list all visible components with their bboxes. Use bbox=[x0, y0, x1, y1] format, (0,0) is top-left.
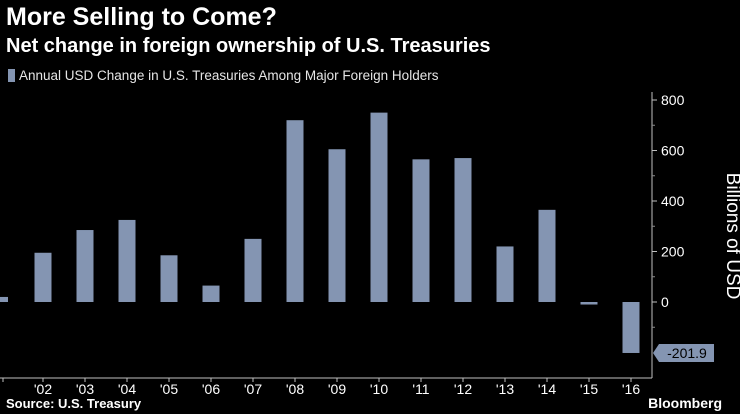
bar bbox=[286, 120, 304, 302]
x-tick-label: '16 bbox=[622, 381, 640, 397]
x-tick-label: '11 bbox=[412, 381, 429, 397]
x-tick-label: '05 bbox=[160, 381, 178, 397]
legend-swatch bbox=[8, 68, 15, 82]
y-tick-label: 400 bbox=[661, 193, 685, 209]
bar bbox=[202, 285, 220, 302]
x-tick-label: '15 bbox=[580, 381, 598, 397]
bar bbox=[454, 158, 472, 302]
x-tick-label: '13 bbox=[496, 381, 514, 397]
bar bbox=[622, 302, 640, 353]
bar bbox=[496, 246, 514, 302]
bar bbox=[160, 255, 178, 302]
x-tick-label: '04 bbox=[118, 381, 136, 397]
x-tick-label: '06 bbox=[202, 381, 220, 397]
x-tick-label: '02 bbox=[34, 381, 52, 397]
bar bbox=[76, 230, 94, 302]
bar bbox=[370, 112, 388, 302]
legend: Annual USD Change in U.S. Treasuries Amo… bbox=[8, 65, 438, 85]
x-tick-label: '12 bbox=[454, 381, 472, 397]
value-callout-box bbox=[653, 343, 714, 362]
x-tick-label: '14 bbox=[538, 381, 556, 397]
y-axis-label: Billions of USD bbox=[722, 173, 740, 300]
chart-title: More Selling to Come? bbox=[6, 3, 277, 31]
x-tick-label: '03 bbox=[76, 381, 94, 397]
legend-label: Annual USD Change in U.S. Treasuries Amo… bbox=[19, 67, 439, 83]
bar bbox=[0, 296, 8, 302]
y-tick-label: 200 bbox=[661, 244, 685, 260]
source-note: Source: U.S. Treasury bbox=[6, 396, 142, 411]
bar bbox=[328, 149, 346, 302]
y-tick-label: 0 bbox=[661, 294, 669, 310]
y-tick-label: 600 bbox=[661, 143, 685, 159]
bar bbox=[412, 159, 430, 302]
x-tick-label: '07 bbox=[244, 381, 262, 397]
bar bbox=[118, 219, 136, 302]
bar bbox=[580, 302, 598, 305]
x-tick-label: '10 bbox=[370, 381, 388, 397]
x-tick-label: '09 bbox=[328, 381, 346, 397]
y-tick-label: 800 bbox=[661, 92, 685, 108]
chart-subtitle: Net change in foreign ownership of U.S. … bbox=[6, 35, 491, 57]
bar bbox=[34, 252, 52, 302]
bloomberg-logo: Bloomberg bbox=[648, 395, 722, 411]
value-callout-label: -201.9 bbox=[667, 345, 707, 361]
bar bbox=[244, 238, 262, 302]
x-tick-label: '08 bbox=[286, 381, 304, 397]
bar bbox=[538, 209, 556, 302]
